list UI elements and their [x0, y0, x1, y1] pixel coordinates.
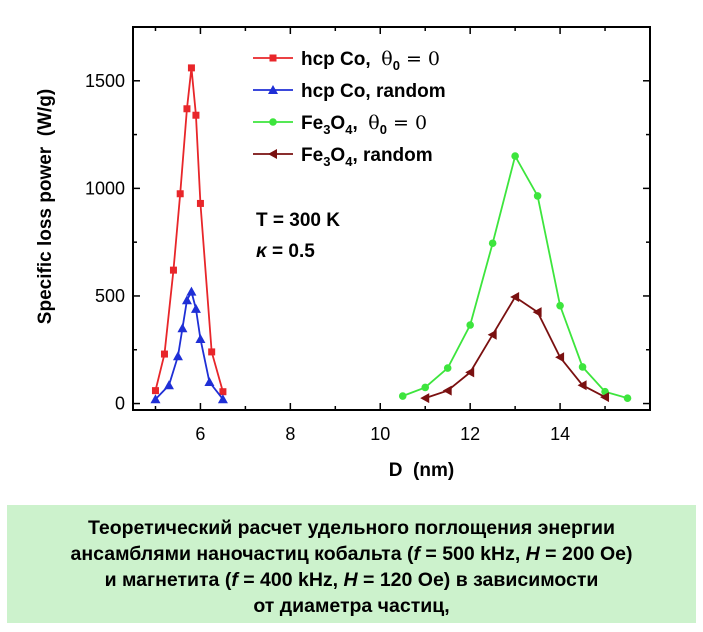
data-point-circle	[556, 301, 564, 310]
data-point-circle	[578, 363, 587, 371]
data-point-circle	[421, 383, 430, 392]
data-point-circle	[443, 364, 452, 372]
data-point-circle	[488, 239, 497, 248]
y-axis-title: Specific loss power (W/g)	[35, 89, 56, 324]
y-tick-label: 1000	[85, 178, 125, 198]
data-point-triangle-left	[442, 385, 452, 396]
legend-entry-1: hcp Co, random	[253, 81, 446, 102]
legend-entry-2: Fe3O4, θ0 = 0	[253, 112, 427, 137]
legend-entry-0: hcp Co, θ0 = 0	[253, 48, 440, 73]
caption-line: Теоретический расчет удельного поглощени…	[7, 515, 696, 541]
series-2	[398, 152, 632, 402]
legend-label: Fe3O4, θ0 = 0	[301, 112, 427, 137]
caption-box: Теоретический расчет удельного поглощени…	[7, 505, 696, 623]
x-tick-label: 10	[370, 424, 390, 444]
data-point-triangle-left	[600, 392, 610, 403]
data-point-triangle-left	[532, 307, 542, 318]
caption-line: от диаметра частиц,	[7, 593, 696, 619]
caption-text: = 400 kHz,	[237, 569, 344, 591]
caption-text: ансамблями наночастиц кобальта (	[70, 543, 414, 565]
annotations: T = 300 K κ = 0.5	[256, 210, 340, 262]
data-point-square	[151, 387, 159, 395]
series-1	[150, 286, 228, 404]
data-point-square	[219, 388, 227, 396]
caption-line: ансамблями наночастиц кобальта (f = 500 …	[7, 541, 696, 567]
legend-label: hcp Co, θ0 = 0	[301, 48, 440, 73]
y-tick-label: 0	[115, 394, 125, 414]
data-point-triangle-left	[465, 367, 475, 378]
y-tick-label: 500	[95, 286, 125, 306]
data-point-square	[160, 350, 168, 358]
data-point-triangle-left	[487, 329, 497, 340]
data-point-square	[176, 190, 184, 198]
data-point-triangle-left	[420, 393, 430, 404]
x-tick-label: 12	[460, 424, 480, 444]
caption-line: и магнетита (f = 400 kHz, H = 120 Oe) в …	[7, 567, 696, 593]
data-point-square	[192, 111, 200, 119]
caption-text: = 200 Oe)	[539, 543, 633, 565]
series-line	[424, 295, 606, 400]
caption-text: H	[343, 569, 358, 591]
data-point-triangle	[268, 85, 278, 94]
series-0	[151, 64, 227, 396]
data-point-triangle	[186, 286, 197, 296]
caption-text: = 500 kHz,	[419, 543, 526, 565]
data-point-square	[269, 54, 277, 62]
series-line	[402, 153, 628, 400]
data-point-circle	[533, 192, 542, 200]
data-point-square	[169, 266, 177, 274]
data-point-circle	[269, 118, 277, 126]
caption-text: f	[231, 569, 238, 591]
data-point-square	[196, 199, 204, 207]
chart: 6 8 10 12 14 0 500 1000 1500 D (nm) Specific loss …	[35, 26, 651, 481]
x-axis-title: D (nm)	[389, 460, 454, 481]
x-tick-label: 8	[285, 424, 295, 444]
data-point-triangle	[150, 394, 161, 404]
kappa-label: κ = 0.5	[256, 241, 315, 262]
legend-label: hcp Co, random	[301, 81, 446, 102]
axes: 6 8 10 12 14 0 500 1000 1500 D (nm) Specific loss …	[35, 26, 651, 481]
data-point-triangle-left	[555, 352, 565, 363]
caption-text: и магнетита (	[104, 569, 232, 591]
data-point-circle	[623, 394, 632, 402]
data-point-triangle	[204, 377, 215, 387]
caption-text: = 120 Oe) в зависимости	[357, 569, 599, 591]
data-point-triangle	[177, 323, 188, 333]
caption-text: от диаметра частиц,	[253, 595, 450, 617]
y-tick-label: 1500	[85, 71, 125, 91]
data-point-triangle	[163, 380, 174, 390]
series-layer	[150, 64, 632, 404]
series-line	[154, 67, 224, 392]
data-point-triangle	[190, 303, 201, 313]
data-point-triangle-left	[268, 149, 277, 159]
x-tick-label: 14	[550, 424, 570, 444]
data-point-triangle	[181, 295, 192, 305]
caption-text: f	[413, 543, 420, 565]
data-point-triangle	[172, 351, 183, 361]
data-point-square	[208, 348, 216, 356]
x-tick-label: 6	[195, 424, 205, 444]
data-point-triangle-left	[577, 380, 587, 391]
data-point-triangle	[217, 394, 228, 404]
plot-frame	[132, 26, 651, 411]
data-point-circle	[511, 152, 519, 160]
series-3	[420, 292, 610, 404]
data-point-circle	[398, 392, 407, 400]
temperature-label: T = 300 K	[256, 210, 340, 231]
legend-label: Fe3O4, random	[301, 145, 433, 169]
data-point-square	[183, 105, 191, 113]
series-line	[154, 289, 224, 400]
legend-entry-3: Fe3O4, random	[253, 145, 433, 169]
data-point-circle	[466, 321, 474, 329]
data-point-square	[187, 64, 195, 72]
caption-text: H	[525, 543, 540, 565]
data-point-triangle-left	[510, 292, 520, 303]
data-point-triangle	[195, 333, 206, 343]
legend: hcp Co, θ0 = 0 hcp Co, random Fe3O4, θ0 = …	[253, 48, 446, 169]
caption-text: Теоретический расчет удельного поглощени…	[87, 517, 616, 539]
